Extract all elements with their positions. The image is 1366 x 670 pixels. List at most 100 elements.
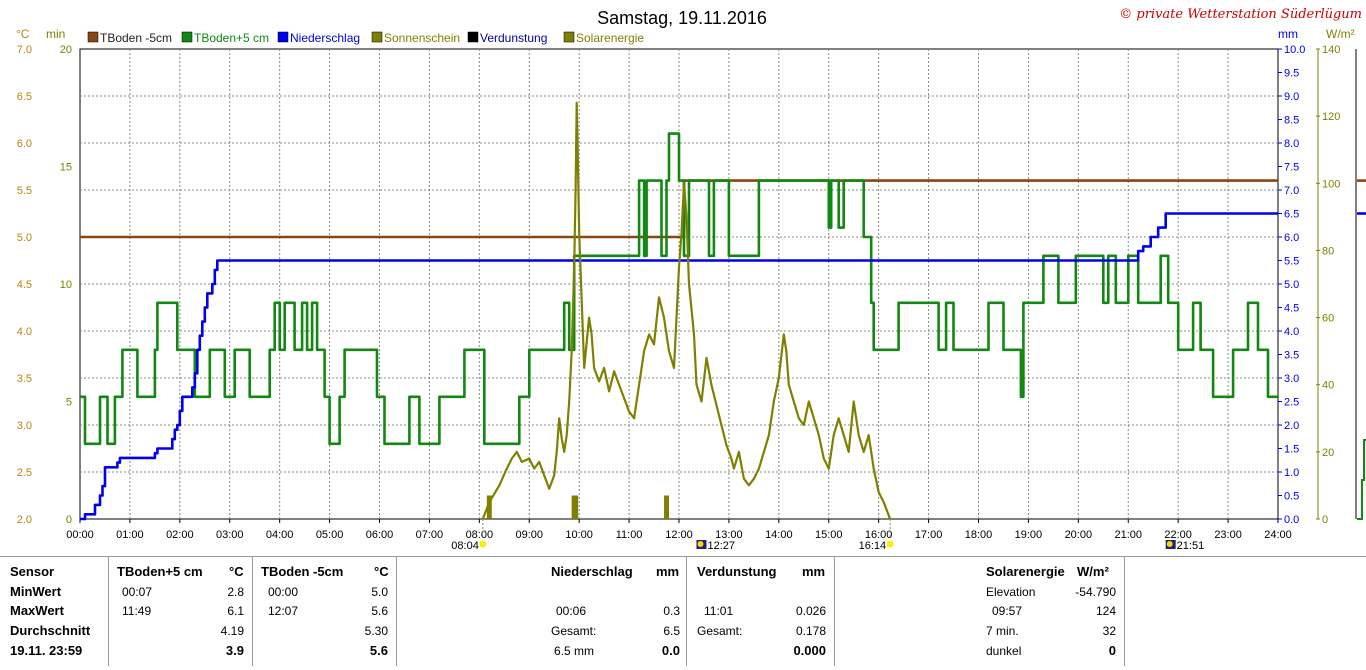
solar-7min-label: 7 min. (986, 624, 1019, 638)
left1-tick-label: 5.0 (17, 232, 32, 244)
right1-unit: mm (1278, 27, 1298, 41)
legend-label: Sonnenschein (384, 31, 460, 45)
verdunstung-total-label: Gesamt: (697, 624, 743, 638)
row-label-min: MinWert (10, 584, 62, 599)
chart-series (80, 101, 1278, 521)
verdunstung-max-value: 0.026 (795, 604, 826, 618)
right2-tick-label: 80 (1322, 245, 1334, 257)
x-tick-label: 06:00 (366, 529, 394, 541)
right1-tick-label: 6.5 (1284, 209, 1299, 221)
left2-tick-label: 5 (66, 397, 72, 409)
verdunstung-max-time: 11:01 (704, 604, 734, 618)
right1-tick-label: 3.0 (1284, 373, 1299, 385)
right-markers (1357, 179, 1366, 520)
sunshine-bar (664, 495, 670, 519)
verdunstung-unit: mm (802, 564, 826, 579)
verdunstung-current: 0.000 (793, 643, 826, 658)
right1-tick-label: 7.5 (1284, 162, 1299, 174)
left1-unit: °C (16, 27, 30, 41)
right1-tick-label: 10.0 (1284, 44, 1305, 56)
chart-title: Samstag, 19.11.2016 (597, 8, 767, 28)
solar-7min-value: 32 (1102, 624, 1116, 638)
sun-event-label: 16:14 (859, 540, 887, 552)
left1-tick-label: 2.0 (17, 514, 32, 526)
table-top-rule (0, 556, 1366, 557)
left1-tick-label: 2.5 (17, 467, 32, 479)
niederschlag-total-label: Gesamt: (551, 624, 597, 638)
moon-event-label: 21:51 (1177, 540, 1205, 552)
x-tick-label: 22:00 (1164, 529, 1192, 541)
left1-tick-label: 5.5 (17, 185, 32, 197)
x-tick-label: 21:00 (1114, 529, 1142, 541)
row-label-current: 19.11. 23:59 (10, 643, 83, 658)
left2-tick-label: 0 (66, 514, 72, 526)
right1-tick-label: 6.0 (1284, 232, 1299, 244)
left1-tick-label: 4.5 (17, 279, 32, 291)
left1-tick-label: 7.0 (17, 44, 32, 56)
legend-swatch (563, 31, 575, 43)
legend-swatch (467, 31, 479, 43)
tboden-minus5-max-time: 12:07 (268, 604, 299, 618)
right2-tick-label: 120 (1322, 111, 1340, 123)
tboden-plus5-header: TBoden+5 cm (117, 564, 203, 579)
x-tick-label: 02:00 (166, 529, 194, 541)
stats-table: Sensor MinWert MaxWert Durchschnitt 19.1… (0, 556, 1366, 670)
sensor-header: Sensor (10, 564, 55, 579)
tboden-plus5-unit: °C (229, 564, 244, 579)
solar-current: 0 (1108, 643, 1116, 658)
niederschlag-unit: mm (656, 564, 680, 579)
col-divider (252, 556, 253, 666)
niederschlag-max-value: 0.3 (663, 604, 680, 618)
right1-tick-label: 8.0 (1284, 138, 1299, 150)
right1-tick-label: 4.0 (1284, 326, 1299, 338)
right1-tick-label: 7.0 (1284, 185, 1299, 197)
legend-label: Solarenergie (576, 31, 644, 45)
right1-tick-label: 9.0 (1284, 91, 1299, 103)
solar-elevation-value: -54.790 (1075, 585, 1116, 599)
tboden-plus5-min-value: 2.8 (227, 585, 244, 599)
legend-swatch (277, 31, 289, 43)
sun-events: 08:04 12:27 16:14 21:51 (451, 519, 1204, 552)
right1-tick-label: 0.0 (1284, 514, 1299, 526)
right2-tick-label: 140 (1322, 44, 1340, 56)
moon-glyph (1166, 541, 1173, 547)
solar-elevation-label: Elevation (986, 585, 1036, 599)
left1-tick-label: 4.0 (17, 326, 32, 338)
left2-tick-label: 15 (60, 162, 72, 174)
x-tick-label: 23:00 (1214, 529, 1242, 541)
solar-max-time: 09:57 (992, 604, 1023, 618)
series-solarenergie (481, 101, 892, 520)
left2-tick-label: 20 (60, 44, 72, 56)
tboden-plus5-min-time: 00:07 (122, 585, 153, 599)
legend-label: Niederschlag (290, 31, 360, 45)
weather-chart: Samstag, 19.11.2016 © private Wetterstat… (16, 7, 1366, 552)
right2-tick-label: 40 (1322, 380, 1334, 392)
copyright-label: © private Wetterstation Süderlügum (1119, 7, 1362, 22)
right1-tick-label: 9.5 (1284, 68, 1299, 80)
right1-tick-label: 8.5 (1284, 115, 1299, 127)
right1-tick-label: 0.5 (1284, 491, 1299, 503)
x-tick-label: 15:00 (815, 529, 843, 541)
right1-tick-label: 3.5 (1284, 350, 1299, 362)
moon-glyph (697, 541, 704, 547)
x-tick-label: 16:00 (865, 529, 893, 541)
margin-trace (1357, 439, 1366, 520)
solar-dark-label: dunkel (986, 644, 1022, 658)
legend-swatch (181, 31, 193, 43)
niederschlag-max-time: 00:06 (556, 604, 587, 618)
right2-tick-label: 100 (1322, 178, 1340, 190)
left1-tick-label: 3.0 (17, 420, 32, 432)
tboden-plus5-max-value: 6.1 (227, 604, 244, 618)
tboden-minus5-max-value: 5.6 (371, 604, 388, 618)
right1-tick-label: 1.0 (1284, 467, 1299, 479)
tboden-minus5-min-value: 5.0 (371, 585, 388, 599)
sun-icon (479, 540, 487, 548)
x-tick-label: 17:00 (915, 529, 943, 541)
series-niederschlag (80, 212, 1278, 521)
right2-tick-label: 20 (1322, 447, 1334, 459)
niederschlag-current-label: 6.5 mm (554, 644, 595, 658)
series-tboden-5-cm (80, 132, 1278, 446)
solar-unit: W/m² (1077, 564, 1109, 579)
niederschlag-total-value: 6.5 (663, 624, 680, 638)
x-tick-label: 18:00 (965, 529, 993, 541)
